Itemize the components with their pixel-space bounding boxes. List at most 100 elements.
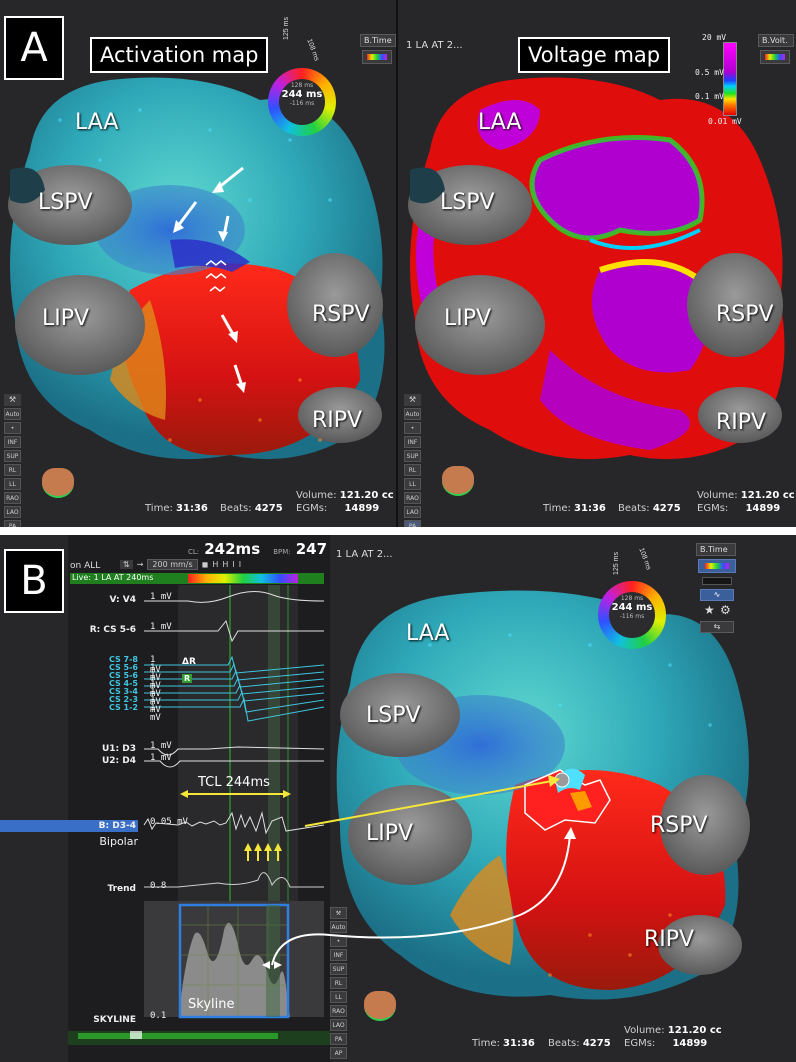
scale-cs: 1 mV — [150, 655, 161, 675]
voltage-scale-mid1: 0.5 mV — [695, 68, 724, 77]
view-wrench-icon[interactable]: ⚒ — [4, 394, 21, 406]
channel-trend-label[interactable]: Trend — [107, 884, 136, 894]
view-rao-button[interactable]: RAO — [330, 1005, 347, 1017]
panel-b-map-dropdown[interactable]: B.Time — [696, 543, 736, 556]
voltage-wrench-icon[interactable]: ⚒ — [404, 394, 421, 406]
scale-bipolar: 0.05 mV — [150, 817, 188, 827]
voltage-display-button[interactable] — [760, 50, 790, 64]
cs-channel-label[interactable]: CS 5-6 — [108, 671, 138, 680]
egm-ruler-icon[interactable]: ◼ — [201, 559, 209, 569]
view-pa-button[interactable]: PA — [404, 520, 421, 527]
cs-channel-label[interactable]: CS 3-4 — [108, 687, 138, 696]
channel-u2-label[interactable]: U2: D4 — [101, 756, 136, 766]
view-auto-button[interactable]: Auto — [404, 408, 421, 420]
view-dot-button[interactable]: • — [330, 935, 347, 947]
egm-marker-icon[interactable]: I — [232, 559, 235, 569]
activation-map-dropdown[interactable]: B.Time — [360, 34, 396, 47]
cs-channel-label[interactable]: CS 5-6 — [108, 663, 138, 672]
voltage-map-view[interactable]: 1 LA AT 2... Voltage map 20 mV 0.5 mV 0.… — [400, 0, 796, 527]
voltage-map-dropdown[interactable]: B.Volt. — [758, 34, 794, 47]
view-rl-button[interactable]: RL — [404, 464, 421, 476]
channel-u1-label[interactable]: U1: D3 — [101, 744, 136, 754]
view-lao-button[interactable]: LAO — [4, 506, 21, 518]
channel-skyline-label[interactable]: SKYLINE — [93, 1015, 136, 1025]
view-dot-button[interactable]: • — [4, 422, 21, 434]
egm-traces[interactable] — [68, 535, 330, 1062]
voltage-colorbar-icon — [765, 54, 785, 60]
view-rao-button[interactable]: RAO — [4, 492, 21, 504]
view-wrench-button[interactable]: ⚒ — [330, 907, 347, 919]
panel-b-egms-stat: EGMs: 14899 — [624, 1038, 707, 1049]
view-auto-button[interactable]: Auto — [4, 408, 21, 420]
panel-b-display-button[interactable] — [698, 559, 736, 573]
egm-tool-icon[interactable]: ⇅ — [120, 559, 133, 569]
volume-label: Volume: — [296, 490, 337, 501]
panel-b-signal-button[interactable]: ∿ — [700, 589, 734, 601]
egm-speed-dropdown[interactable]: 200 mm/s — [147, 558, 198, 570]
view-rl-button[interactable]: RL — [4, 464, 21, 476]
cl-value: 242ms — [204, 540, 261, 558]
view-pa-button[interactable]: PA — [4, 520, 21, 527]
view-ll-button[interactable]: LL — [4, 478, 21, 490]
activation-map-shape[interactable] — [0, 0, 398, 527]
view-pa-button[interactable]: PA — [330, 1033, 347, 1045]
voltage-beats-stat: Beats: 4275 — [618, 503, 681, 514]
egm-caliper-icon[interactable]: H — [212, 559, 219, 569]
torso-orientation-icon — [442, 466, 474, 496]
channel-v4-label[interactable]: V: V4 — [109, 595, 136, 605]
activation-display-button[interactable] — [362, 50, 392, 64]
egm-marker2-icon[interactable]: I — [238, 559, 242, 569]
bpm-label: BPM: — [273, 548, 291, 556]
channel-cs56-label[interactable]: R: CS 5-6 — [89, 625, 136, 635]
cs-channel-label[interactable]: CS 1-2 — [108, 703, 138, 712]
marker-r: R — [182, 674, 193, 683]
voltage-view-buttons: Auto • INF SUP RL LL RAO LAO PA AP — [404, 408, 421, 527]
activation-map-view[interactable]: A Activation map 128 ms 244 ms -116 ms 1… — [0, 0, 398, 527]
egm-panel: on ALL CL: 242ms BPM: 247 ⇅ ⇝ 200 mm/s ◼… — [0, 535, 330, 1062]
cs-channel-label[interactable]: CS 4-5 — [108, 679, 138, 688]
scale-skyline: 0.1 — [150, 1011, 167, 1021]
egm-cl-readout: CL: 242ms BPM: 247 — [188, 539, 327, 558]
gear-icon[interactable]: ⚙ — [720, 603, 731, 617]
view-rao-button[interactable]: RAO — [404, 492, 421, 504]
egms-label: EGMs: — [624, 1038, 656, 1049]
time-value: 31:36 — [176, 503, 208, 514]
channel-bipolar-selected[interactable] — [0, 820, 138, 832]
egm-live-bar: Live: 1 LA AT 240ms — [70, 573, 324, 584]
view-lao-button[interactable]: LAO — [330, 1019, 347, 1031]
time-value: 31:36 — [574, 503, 606, 514]
egm-top-dropdown[interactable]: on ALL — [70, 561, 101, 571]
panel-b-lspv-label: LSPV — [366, 703, 421, 728]
marker-ar: ΔR — [182, 657, 196, 667]
voltage-egms-stat: EGMs: 14899 — [697, 503, 780, 514]
view-ll-button[interactable]: LL — [330, 991, 347, 1003]
view-inf-button[interactable]: INF — [4, 436, 21, 448]
view-ll-button[interactable]: LL — [404, 478, 421, 490]
panel-b-map-view[interactable]: 1 LA AT 2... 128 ms 244 ms -116 ms 125 m… — [330, 535, 796, 1062]
panel-b-beats-stat: Beats: 4275 — [548, 1038, 611, 1049]
volume-label: Volume: — [624, 1025, 665, 1036]
voltage-map-shape[interactable] — [400, 0, 796, 527]
egm-cursor-icon[interactable]: ⇝ — [136, 559, 144, 569]
scale-cs: 1 mV — [150, 663, 161, 683]
view-auto-button[interactable]: Auto — [330, 921, 347, 933]
channel-bipolar-label[interactable]: B: D3-4 — [98, 821, 136, 831]
volume-value: 121.20 cc — [339, 490, 394, 501]
view-sup-button[interactable]: SUP — [330, 963, 347, 975]
cs-channel-label[interactable]: CS 7-8 — [108, 655, 138, 664]
star-icon[interactable]: ★ — [704, 603, 715, 617]
egm-caliper2-icon[interactable]: H — [222, 559, 229, 569]
view-rl-button[interactable]: RL — [330, 977, 347, 989]
view-sup-button[interactable]: SUP — [4, 450, 21, 462]
view-inf-button[interactable]: INF — [330, 949, 347, 961]
panel-b-cycle-button[interactable]: ⇆ — [700, 621, 734, 633]
view-lao-button[interactable]: LAO — [404, 506, 421, 518]
cs-channel-label[interactable]: CS 2-3 — [108, 695, 138, 704]
view-inf-button[interactable]: INF — [404, 436, 421, 448]
panel-b-slider[interactable] — [702, 577, 732, 585]
view-sup-button[interactable]: SUP — [404, 450, 421, 462]
view-ap-button[interactable]: AP — [330, 1047, 347, 1059]
view-dot-button[interactable]: • — [404, 422, 421, 434]
ring-left-value: 125 ms — [283, 17, 290, 40]
scale-cs: 1 mV — [150, 703, 161, 723]
